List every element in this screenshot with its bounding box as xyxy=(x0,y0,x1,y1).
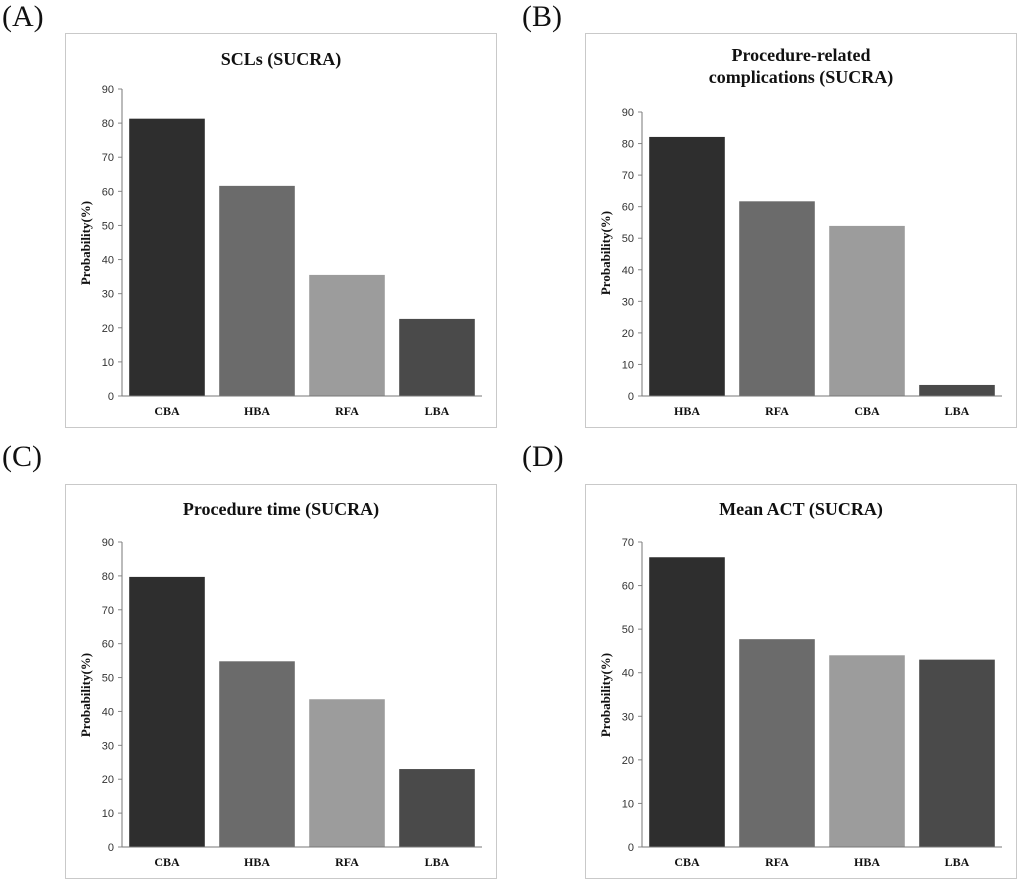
bar-cba xyxy=(129,118,205,396)
bar-rfa xyxy=(309,274,385,396)
y-tick-label: 40 xyxy=(102,706,114,718)
y-tick-label: 0 xyxy=(108,391,114,403)
y-tick-label: 10 xyxy=(622,359,634,371)
y-tick-label: 10 xyxy=(102,808,114,820)
panel-label-c: (C) xyxy=(2,440,42,473)
y-tick-label: 70 xyxy=(102,605,114,617)
x-category-label: LBA xyxy=(945,404,970,418)
chart-title-b-line-2: complications (SUCRA) xyxy=(708,67,894,87)
y-tick-label: 90 xyxy=(102,537,114,549)
x-category-label: RFA xyxy=(335,404,359,418)
bar-cba xyxy=(649,557,725,847)
x-category-label: CBA xyxy=(854,404,880,418)
bar-hba xyxy=(219,185,295,396)
bar-lba xyxy=(399,318,475,396)
bar-hba xyxy=(219,661,295,847)
y-tick-label: 0 xyxy=(628,391,634,403)
y-tick-label: 70 xyxy=(622,537,634,549)
y-tick-label: 20 xyxy=(102,774,114,786)
y-tick-label: 30 xyxy=(102,289,114,301)
y-tick-label: 0 xyxy=(628,842,634,854)
bar-chart-a: 0 10 20 30 40 50 60 70 80 90 CBA HBA RFA LBA xyxy=(102,84,482,418)
y-tick-label: 30 xyxy=(622,711,634,723)
y-tick-label: 50 xyxy=(622,624,634,636)
x-category-label: CBA xyxy=(674,855,700,869)
bar-lba xyxy=(919,659,995,847)
y-tick-label: 60 xyxy=(102,186,114,198)
y-tick-label: 50 xyxy=(102,220,114,232)
y-tick-label: 10 xyxy=(622,798,634,810)
bar-lba xyxy=(919,384,995,396)
y-tick-label: 80 xyxy=(622,139,634,151)
y-tick-label: 10 xyxy=(102,357,114,369)
bar-rfa xyxy=(309,699,385,847)
panel-label-b: (B) xyxy=(522,0,562,33)
x-category-label: HBA xyxy=(854,855,880,869)
y-tick-label: 60 xyxy=(622,202,634,214)
x-category-label: RFA xyxy=(765,855,789,869)
x-category-label: RFA xyxy=(765,404,789,418)
y-tick-label: 40 xyxy=(102,255,114,267)
chart-title-b-line-1: Procedure-related xyxy=(731,45,871,65)
x-category-label: HBA xyxy=(674,404,700,418)
y-tick-label: 40 xyxy=(622,668,634,680)
y-tick-label: 80 xyxy=(102,571,114,583)
y-tick-label: 80 xyxy=(102,118,114,130)
x-category-label: HBA xyxy=(244,855,270,869)
bar-chart-c: 0 10 20 30 40 50 60 70 80 90 CBA HBA RFA LBA xyxy=(102,537,482,869)
y-tick-label: 60 xyxy=(102,639,114,651)
y-tick-label: 50 xyxy=(622,233,634,245)
chart-title-c: Procedure time (SUCRA) xyxy=(182,499,380,519)
x-category-label: LBA xyxy=(425,404,450,418)
bar-cba xyxy=(829,225,905,396)
bar-lba xyxy=(399,769,475,847)
x-category-label: RFA xyxy=(335,855,359,869)
bar-chart-d: 0 10 20 30 40 50 60 70 CBA RFA HBA LBA xyxy=(622,537,1002,869)
y-tick-label: 30 xyxy=(102,740,114,752)
bar-hba xyxy=(649,136,725,396)
y-tick-label: 0 xyxy=(108,842,114,854)
chart-title-a: SCLs (SUCRA) xyxy=(220,49,342,69)
chart-title-b: Procedure-related complications (SUCRA) xyxy=(585,44,1017,88)
bar-rfa xyxy=(739,201,815,396)
y-tick-label: 60 xyxy=(622,581,634,593)
bar-cba xyxy=(129,576,205,847)
x-category-label: CBA xyxy=(154,404,180,418)
bar-hba xyxy=(829,655,905,847)
y-tick-label: 90 xyxy=(102,84,114,96)
x-category-label: LBA xyxy=(425,855,450,869)
bar-rfa xyxy=(739,639,815,847)
x-category-label: CBA xyxy=(154,855,180,869)
y-tick-label: 20 xyxy=(622,755,634,767)
y-tick-label: 70 xyxy=(102,152,114,164)
panel-label-a: (A) xyxy=(2,0,44,33)
y-tick-label: 40 xyxy=(622,265,634,277)
y-tick-label: 20 xyxy=(102,323,114,335)
x-category-label: LBA xyxy=(945,855,970,869)
y-tick-label: 70 xyxy=(622,170,634,182)
y-tick-label: 20 xyxy=(622,328,634,340)
y-tick-label: 50 xyxy=(102,673,114,685)
panel-label-d: (D) xyxy=(522,440,564,473)
y-tick-label: 90 xyxy=(622,107,634,119)
chart-title-d: Mean ACT (SUCRA) xyxy=(719,499,883,519)
y-tick-label: 30 xyxy=(622,296,634,308)
bar-chart-b: 0 10 20 30 40 50 60 70 80 90 HBA RFA CBA LBA xyxy=(622,107,1002,418)
x-category-label: HBA xyxy=(244,404,270,418)
